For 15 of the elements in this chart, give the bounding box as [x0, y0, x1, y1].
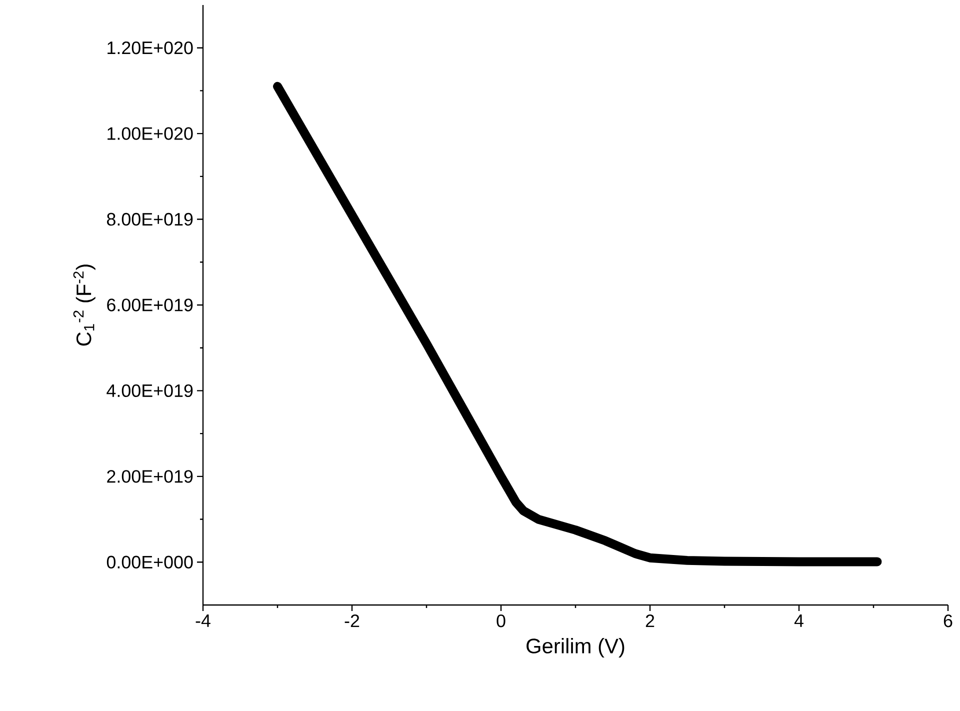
- x-axis-title: Gerilim (V): [526, 638, 624, 658]
- x-tick-label: -4: [196, 614, 210, 627]
- y-tick-label: 1.20E+020: [108, 41, 193, 54]
- y-tick-label: 1.00E+020: [108, 127, 193, 140]
- y-tick-label: 8.00E+019: [107, 212, 193, 226]
- y-axis-title: C$_{1}$$^{-2}$ (F$^{-2}$): [73, 264, 96, 346]
- x-tick-label: 4: [794, 614, 804, 627]
- y-tick-label: 4.00E+019: [106, 384, 193, 398]
- y-tick-label: 6.00E+019: [107, 298, 193, 312]
- x-tick-label: 0: [496, 614, 506, 628]
- x-tick-label: 2: [646, 614, 654, 628]
- y-tick-label: 0.00E+000: [106, 556, 193, 568]
- x-tick-label: -2: [344, 614, 360, 628]
- x-tick-label: 6: [944, 614, 952, 628]
- y-tick-label: 2.00E+019: [107, 470, 193, 483]
